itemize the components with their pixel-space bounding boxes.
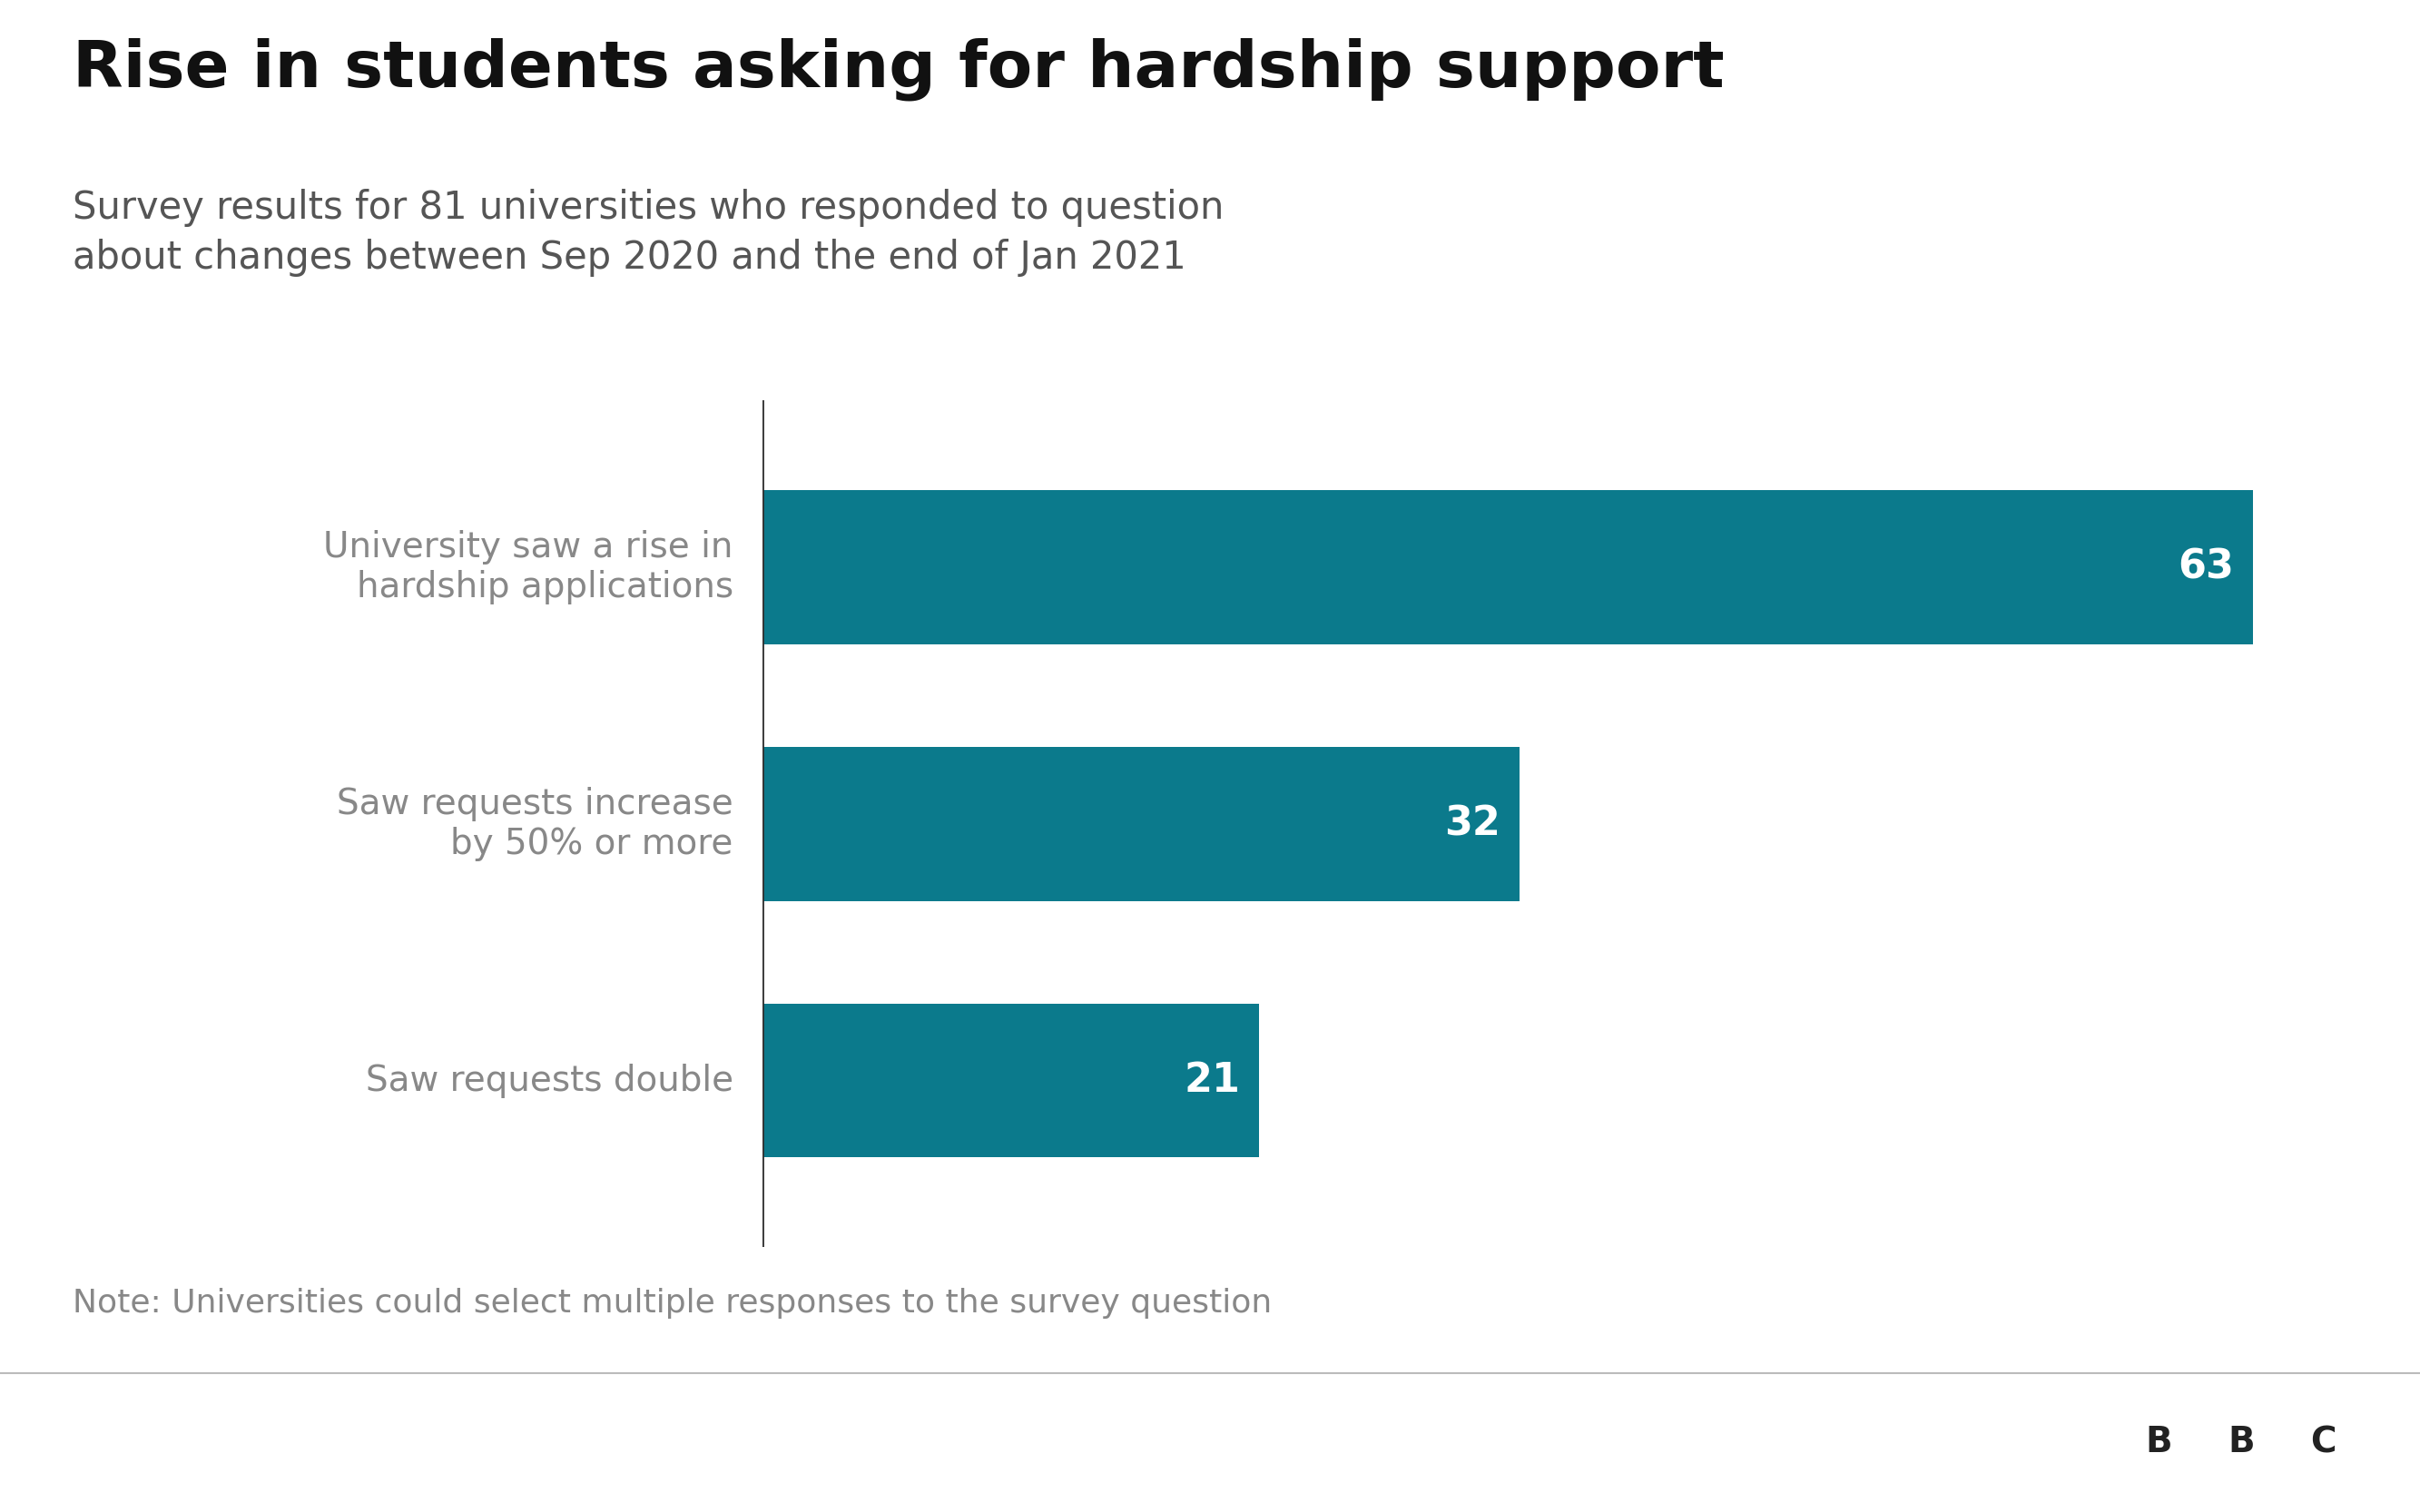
Bar: [762, 1004, 1258, 1158]
Text: Rise in students asking for hardship support: Rise in students asking for hardship sup…: [73, 38, 1725, 101]
Text: Source: Universities UK: Source: Universities UK: [73, 1427, 508, 1458]
Text: Saw requests increase
by 50% or more: Saw requests increase by 50% or more: [336, 786, 733, 862]
Text: B: B: [2144, 1426, 2173, 1459]
Bar: [762, 747, 1520, 901]
Bar: [762, 490, 2253, 644]
Text: 21: 21: [1183, 1061, 1241, 1101]
Text: Saw requests double: Saw requests double: [365, 1063, 733, 1098]
Text: Survey results for 81 universities who responded to question
about changes betwe: Survey results for 81 universities who r…: [73, 189, 1225, 277]
Text: University saw a rise in
hardship applications: University saw a rise in hardship applic…: [324, 531, 733, 605]
Text: C: C: [2311, 1426, 2335, 1459]
Text: 63: 63: [2178, 547, 2234, 587]
Text: 32: 32: [1445, 804, 1500, 844]
Text: Note: Universities could select multiple responses to the survey question: Note: Universities could select multiple…: [73, 1288, 1273, 1318]
Text: B: B: [2226, 1426, 2255, 1459]
